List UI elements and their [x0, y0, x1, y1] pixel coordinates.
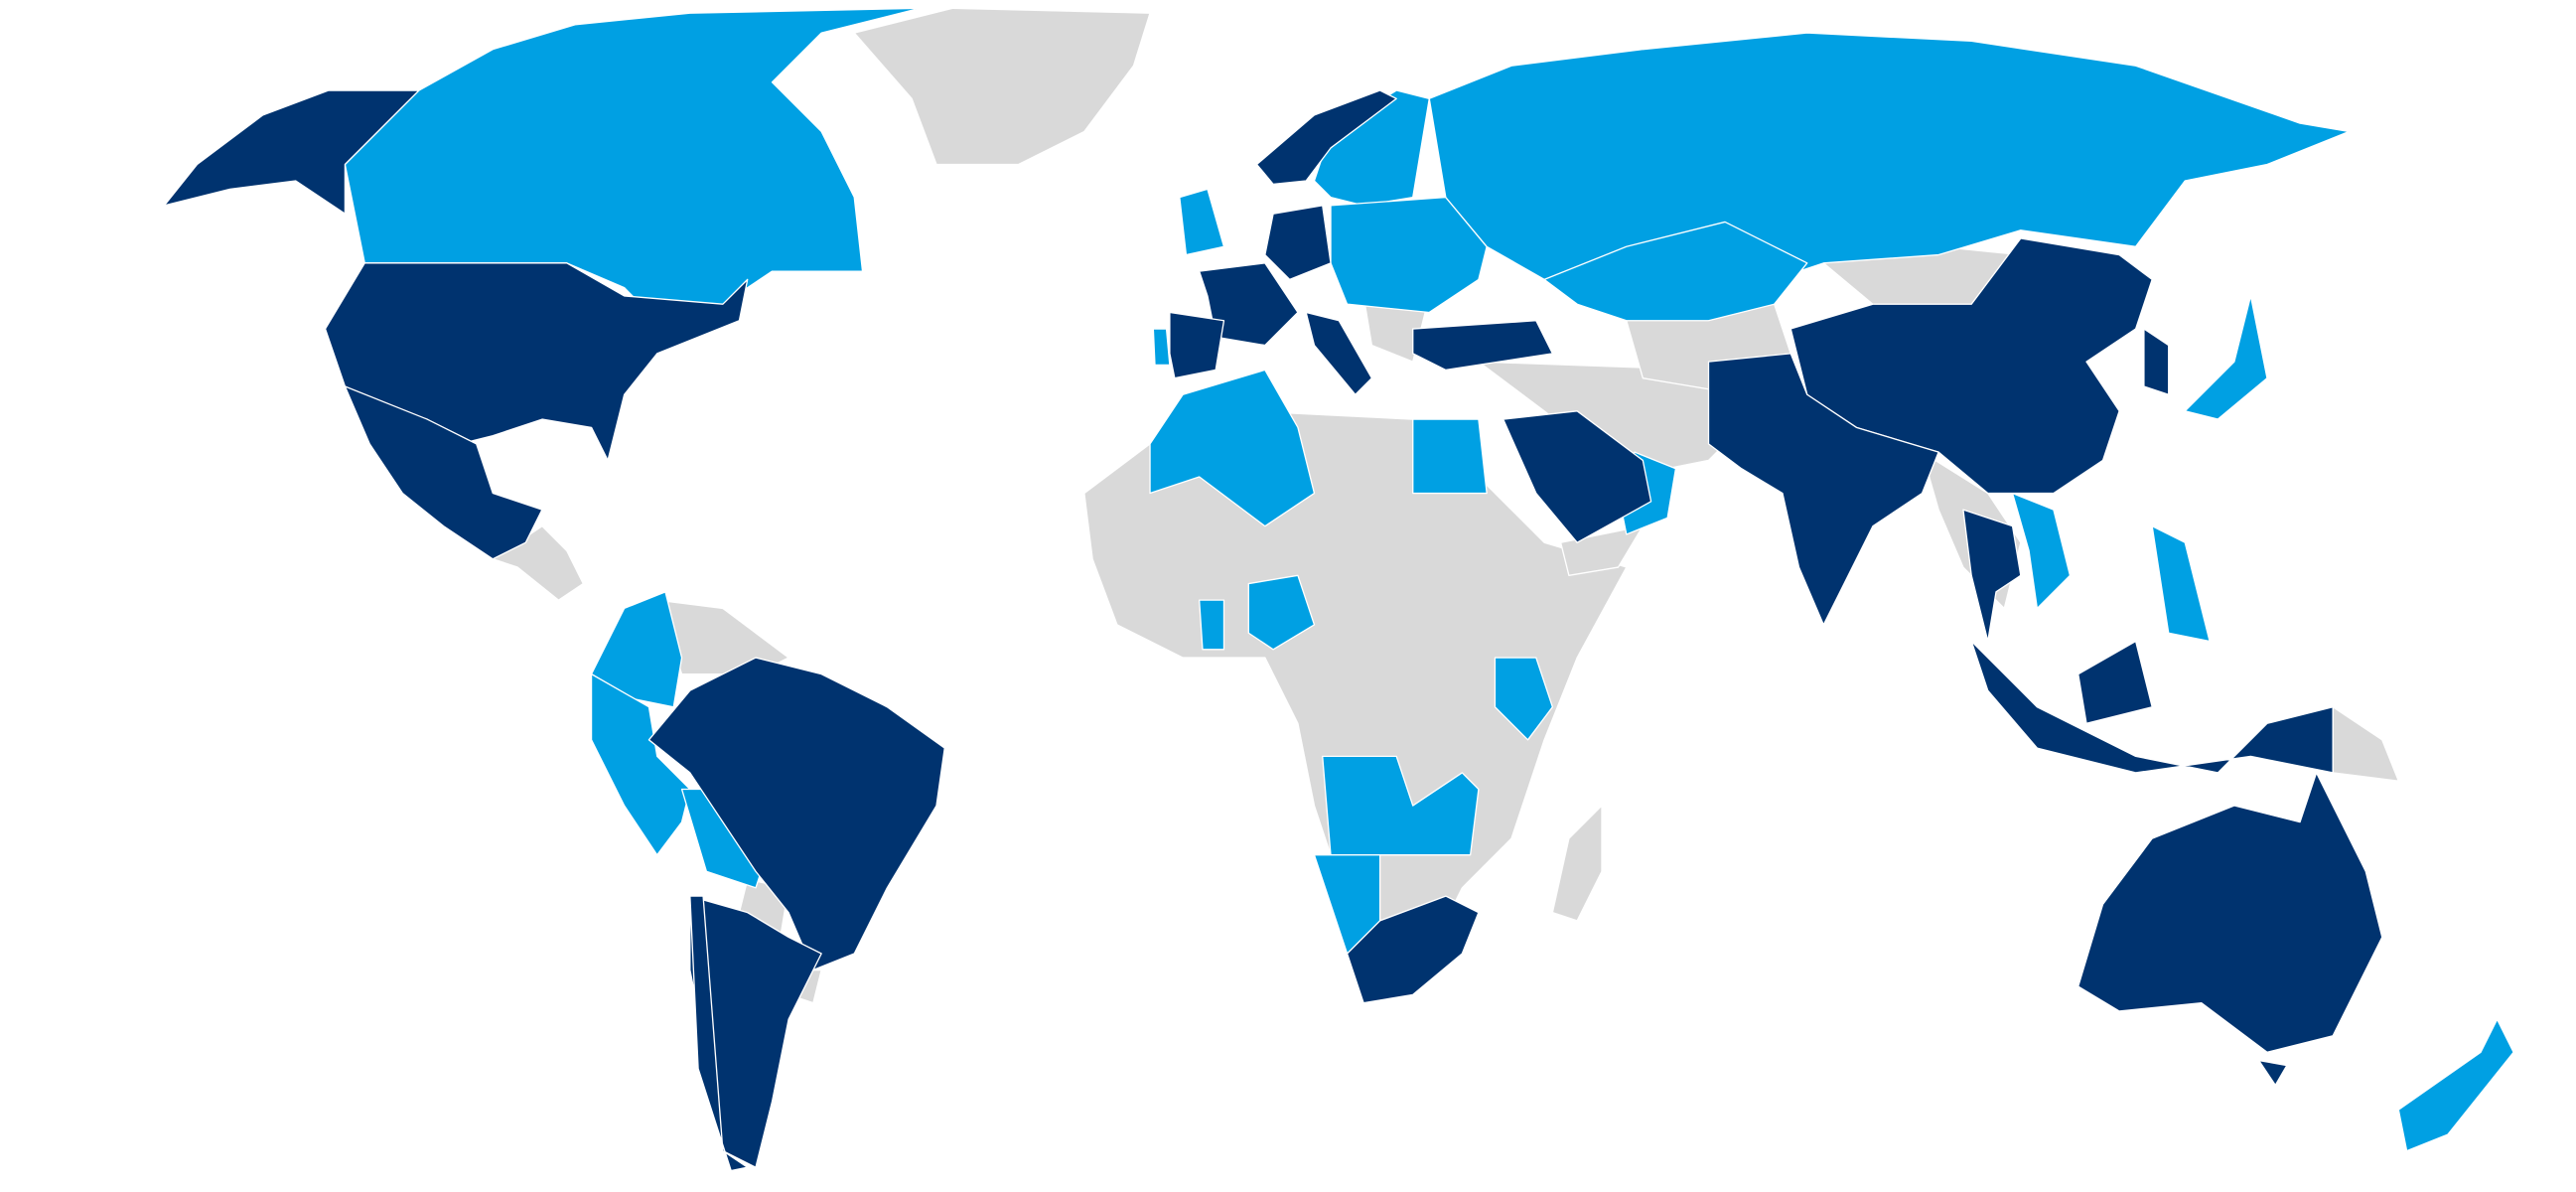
borneo — [2077, 640, 2153, 724]
germany — [1264, 205, 1332, 281]
morocco-algeria — [1149, 369, 1316, 527]
ghana — [1199, 599, 1225, 651]
spain — [1169, 311, 1225, 379]
kazakhstan — [1543, 221, 1808, 322]
chile — [689, 895, 749, 1172]
kenya — [1494, 657, 1554, 741]
egypt — [1412, 418, 1488, 495]
australia — [2077, 772, 2383, 1053]
new-zealand — [2397, 1018, 2514, 1152]
united-kingdom — [1179, 188, 1225, 256]
alaska — [163, 89, 420, 215]
south-korea — [2143, 328, 2170, 395]
papua-new-guinea — [2332, 706, 2399, 782]
brazil — [647, 657, 945, 971]
turkey — [1412, 320, 1554, 372]
italy — [1305, 311, 1373, 395]
canada — [344, 7, 922, 322]
mexico — [344, 385, 543, 560]
nigeria — [1247, 574, 1316, 651]
saudi-arabia — [1503, 410, 1652, 543]
countries-dark — [163, 89, 2383, 1172]
peru-ecuador — [590, 672, 691, 856]
thailand — [1962, 509, 2022, 643]
france — [1199, 262, 1299, 347]
south-africa — [1346, 895, 1480, 1004]
indonesia — [1970, 640, 2334, 774]
india-pakistan — [1707, 353, 1939, 626]
portugal — [1152, 328, 1171, 367]
norway — [1255, 89, 1397, 186]
tasmania — [2258, 1059, 2288, 1087]
philippines — [2151, 524, 2211, 643]
greenland — [853, 7, 1151, 166]
vietnam — [2011, 492, 2072, 610]
japan — [2184, 295, 2268, 420]
madagascar — [1551, 805, 1603, 922]
